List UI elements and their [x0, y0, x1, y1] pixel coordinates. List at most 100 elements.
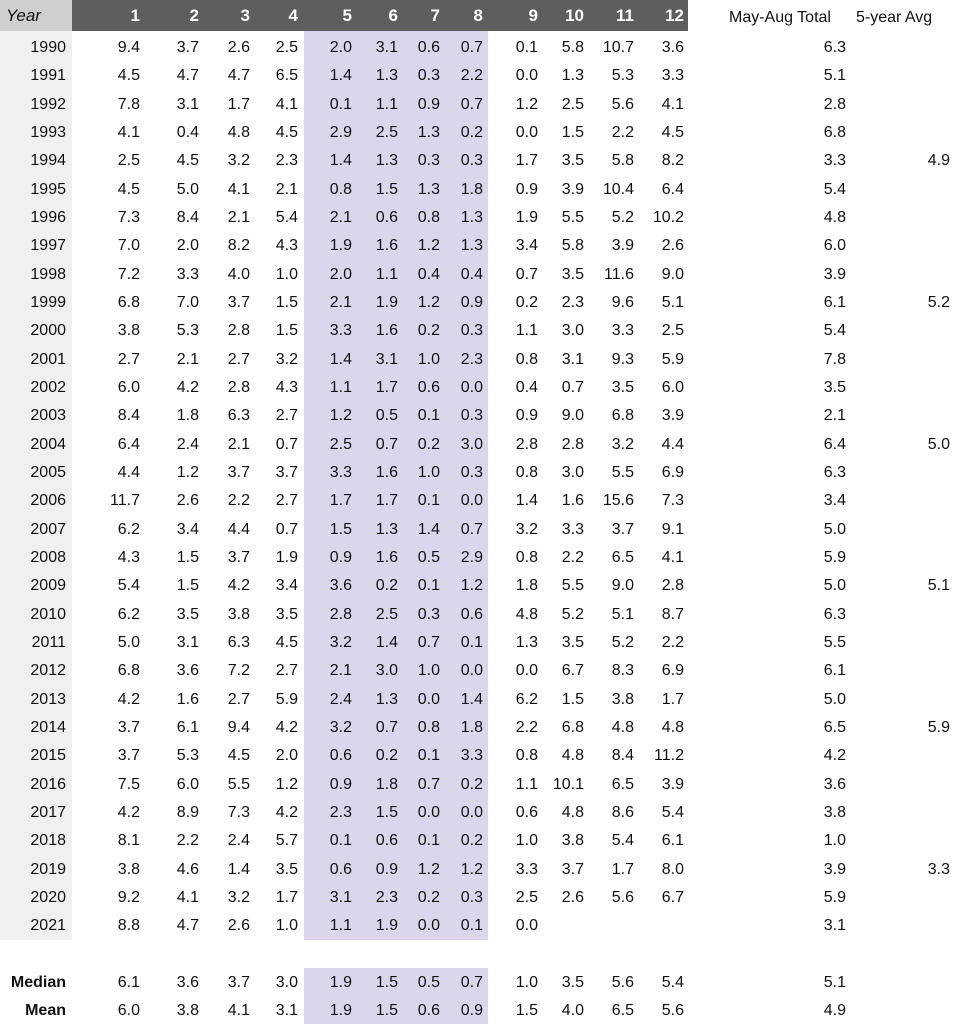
month-header-1: 1 [130, 6, 140, 25]
month-value-cell: 2.2 [611, 124, 634, 141]
year-cell: 2021 [30, 917, 66, 934]
month-value-cell: 15.6 [602, 492, 634, 509]
month-value-cell: 3.3 [460, 747, 483, 764]
month-value-cell: 6.1 [661, 832, 684, 849]
footer-month-value-cell: 1.9 [329, 974, 352, 991]
year-cell: 2013 [30, 691, 66, 708]
month-value-cell: 1.7 [515, 152, 538, 169]
month-value-cell: 3.1 [561, 351, 584, 368]
month-value-cell: 10.2 [652, 209, 684, 226]
month-value-cell: 1.5 [275, 294, 298, 311]
month-value-cell: 1.6 [375, 237, 398, 254]
month-value-cell: 0.6 [417, 39, 440, 56]
month-value-cell: 3.2 [329, 719, 352, 736]
month-header-3: 3 [240, 6, 250, 25]
month-value-cell: 8.2 [227, 237, 250, 254]
month-header-2: 2 [189, 6, 199, 25]
month-value-cell: 4.2 [117, 804, 140, 821]
may-aug-footer-highlight [304, 968, 488, 1024]
month-value-cell: 2.1 [227, 209, 250, 226]
may-aug-total-cell: 5.4 [823, 181, 846, 198]
year-cell: 1991 [30, 67, 66, 84]
month-value-cell: 4.3 [275, 379, 298, 396]
month-header-9: 9 [528, 6, 538, 25]
month-value-cell: 3.7 [227, 549, 250, 566]
month-value-cell: 1.2 [417, 861, 440, 878]
year-cell: 1997 [30, 237, 66, 254]
month-value-cell: 2.0 [329, 266, 352, 283]
five-year-avg-cell [890, 601, 950, 629]
year-column-background [0, 31, 72, 940]
month-value-cell: 2.3 [375, 889, 398, 906]
month-value-cell: 4.2 [117, 691, 140, 708]
year-cell: 2017 [30, 804, 66, 821]
month-value-cell: 1.7 [661, 691, 684, 708]
footer-label-median: Median [10, 974, 66, 991]
month-value-cell: 0.6 [460, 606, 483, 623]
five-year-avg-cell: 4.9 [927, 152, 950, 169]
month-value-cell: 4.5 [275, 634, 298, 651]
month-value-cell: 1.2 [515, 96, 538, 113]
table-header-bar [0, 0, 688, 31]
five-year-avg-cell [890, 374, 950, 402]
month-value-cell: 8.8 [117, 917, 140, 934]
may-aug-total-cell: 3.8 [823, 804, 846, 821]
month-value-cell: 0.1 [417, 832, 440, 849]
month-value-cell: 6.3 [227, 634, 250, 651]
month-value-cell: 2.5 [329, 436, 352, 453]
month-value-cell: 4.2 [227, 577, 250, 594]
month-value-cell: 3.0 [561, 464, 584, 481]
month-value-cell: 9.3 [611, 351, 634, 368]
month-value-cell: 1.8 [460, 181, 483, 198]
month-value-cell: 0.9 [417, 96, 440, 113]
month-value-cell: 0.7 [561, 379, 584, 396]
month-value-cell: 1.0 [417, 464, 440, 481]
month-value-cell: 1.7 [329, 492, 352, 509]
month-value-cell: 0.8 [417, 719, 440, 736]
month-value-cell: 6.0 [176, 776, 199, 793]
month-value-cell: 1.0 [515, 832, 538, 849]
month-value-cell: 1.2 [417, 294, 440, 311]
month-value-cell: 1.1 [329, 379, 352, 396]
footer-month-value-cell: 4.1 [227, 1002, 250, 1019]
may-aug-total-cell: 6.0 [823, 237, 846, 254]
footer-month-value-cell: 3.1 [275, 1002, 298, 1019]
month-value-cell: 2.4 [227, 832, 250, 849]
month-value-cell: 1.6 [375, 549, 398, 566]
month-value-cell: 1.5 [329, 521, 352, 538]
month-value-cell: 1.3 [460, 237, 483, 254]
month-value-cell: 4.8 [227, 124, 250, 141]
month-value-cell: 0.5 [417, 549, 440, 566]
may-aug-total-cell: 5.0 [823, 691, 846, 708]
month-value-cell: 3.8 [611, 691, 634, 708]
month-value-cell: 4.5 [117, 181, 140, 198]
month-value-cell: 4.5 [227, 747, 250, 764]
month-value-cell: 3.5 [176, 606, 199, 623]
month-value-cell: 1.1 [515, 322, 538, 339]
year-cell: 2011 [31, 634, 66, 651]
five-year-avg-cell [890, 516, 950, 544]
month-header-12: 12 [665, 6, 684, 25]
month-value-cell: 0.1 [515, 39, 538, 56]
may-aug-total-cell: 5.9 [823, 549, 846, 566]
month-value-cell: 4.4 [661, 436, 684, 453]
year-cell: 2003 [30, 407, 66, 424]
month-value-cell: 3.7 [176, 39, 199, 56]
month-value-cell [638, 912, 684, 940]
month-value-cell: 3.4 [176, 521, 199, 538]
month-value-cell: 2.6 [176, 492, 199, 509]
year-cell: 2005 [30, 464, 66, 481]
month-value-cell: 1.0 [275, 266, 298, 283]
five-year-avg-cell: 5.9 [927, 719, 950, 736]
month-value-cell: 0.2 [417, 436, 440, 453]
month-value-cell: 3.3 [176, 266, 199, 283]
month-value-cell: 1.5 [375, 181, 398, 198]
may-aug-total-cell: 6.3 [823, 606, 846, 623]
month-value-cell: 0.1 [417, 747, 440, 764]
month-value-cell: 2.7 [275, 492, 298, 509]
month-value-cell: 0.7 [375, 436, 398, 453]
month-value-cell: 0.2 [375, 577, 398, 594]
month-value-cell: 1.1 [329, 917, 352, 934]
year-cell: 2009 [30, 577, 66, 594]
